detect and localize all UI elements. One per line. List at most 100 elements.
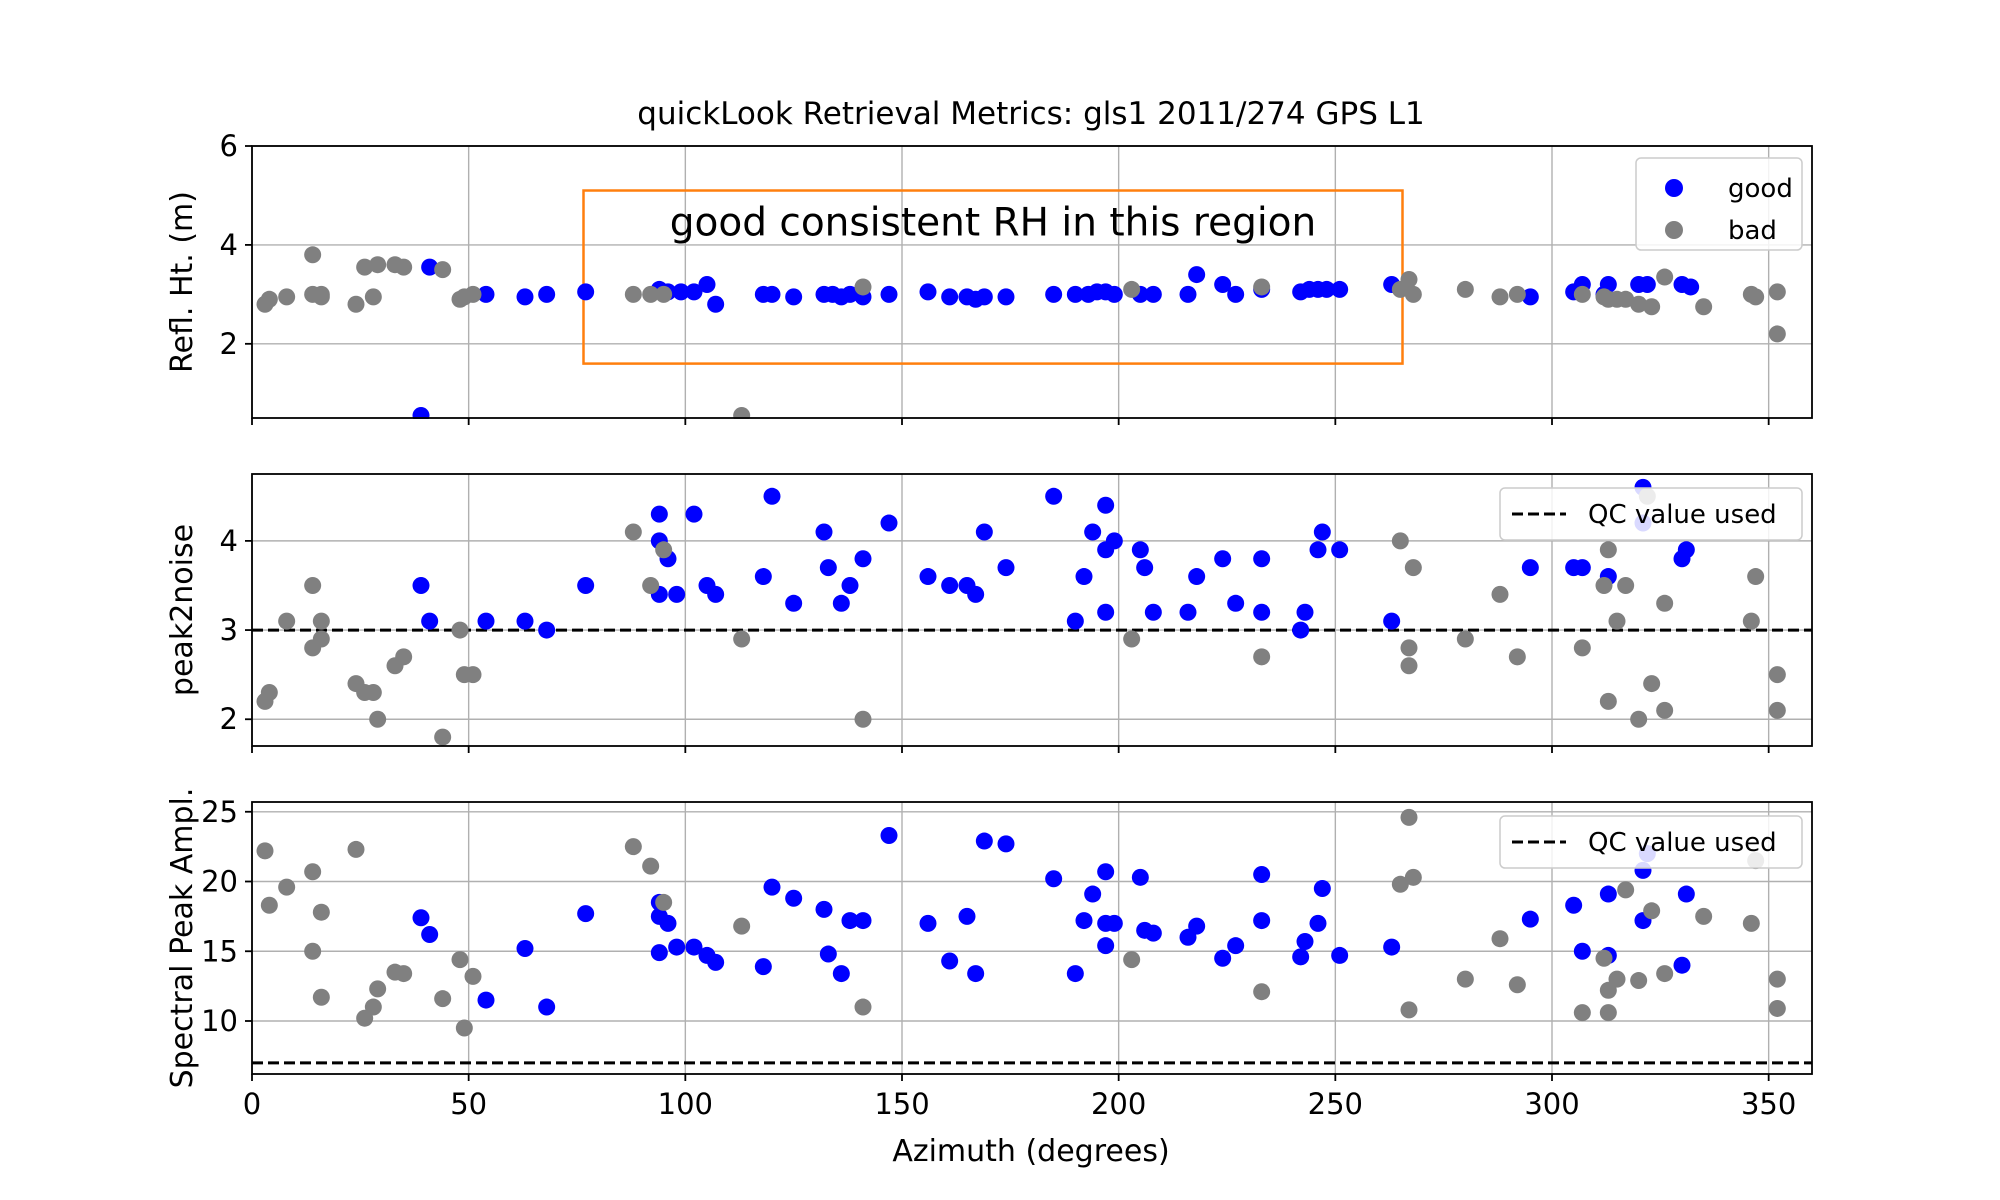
point-bad xyxy=(1768,325,1786,343)
point-bad xyxy=(1491,930,1509,948)
point-good xyxy=(1565,896,1583,914)
y-tick-label: 25 xyxy=(201,795,238,829)
point-bad xyxy=(347,295,365,313)
point-bad xyxy=(455,1019,473,1037)
point-bad xyxy=(1656,268,1674,286)
point-bad xyxy=(1630,295,1648,313)
point-good xyxy=(841,285,859,303)
point-good xyxy=(421,926,439,944)
point-bad xyxy=(304,576,322,594)
point-good xyxy=(1673,956,1691,974)
point-good xyxy=(1227,285,1245,303)
point-good xyxy=(1045,487,1063,505)
point-bad xyxy=(1508,285,1526,303)
x-tick-label: 100 xyxy=(658,1087,713,1121)
point-bad xyxy=(304,942,322,960)
point-good xyxy=(1318,280,1336,298)
point-good xyxy=(1253,912,1271,930)
point-good xyxy=(668,938,686,956)
point-bad xyxy=(312,612,330,630)
point-bad xyxy=(1630,972,1648,990)
points-group xyxy=(256,246,1786,419)
point-bad xyxy=(642,857,660,875)
point-bad xyxy=(1573,1004,1591,1022)
point-bad xyxy=(312,903,330,921)
point-bad xyxy=(260,290,278,308)
point-good xyxy=(1309,541,1327,559)
point-bad xyxy=(369,710,387,728)
legend-box xyxy=(1499,487,1803,541)
point-good xyxy=(1383,938,1401,956)
point-good xyxy=(1045,870,1063,888)
axes-frame xyxy=(251,473,1813,747)
point-good xyxy=(754,568,772,586)
point-bad xyxy=(1400,1001,1418,1019)
point-good xyxy=(1097,937,1115,955)
point-good xyxy=(841,576,859,594)
point-good xyxy=(538,998,556,1016)
y-tick-label: 20 xyxy=(201,865,238,899)
point-bad xyxy=(1595,949,1613,967)
point-bad xyxy=(1404,868,1422,886)
point-good xyxy=(1331,541,1349,559)
point-bad xyxy=(1608,612,1626,630)
point-bad xyxy=(1123,951,1141,969)
point-bad xyxy=(642,576,660,594)
point-good xyxy=(1075,568,1093,586)
legend-label-bad: bad xyxy=(1728,216,1777,246)
point-bad xyxy=(1595,576,1613,594)
panel-2: 2 3 4 peak2noise QC value used xyxy=(165,473,1813,753)
y-tick-label: 4 xyxy=(220,524,238,558)
point-good xyxy=(1292,621,1310,639)
point-good xyxy=(967,585,985,603)
point-good xyxy=(785,889,803,907)
point-good xyxy=(1097,863,1115,881)
point-good xyxy=(650,505,668,523)
point-good xyxy=(1066,965,1084,983)
point-bad xyxy=(451,951,469,969)
point-bad xyxy=(369,256,387,274)
point-good xyxy=(1084,885,1102,903)
point-bad xyxy=(312,988,330,1006)
point-good xyxy=(919,568,937,586)
point-bad xyxy=(1404,559,1422,577)
point-bad xyxy=(1742,914,1760,932)
point-bad xyxy=(347,840,365,858)
point-bad xyxy=(395,648,413,666)
point-bad xyxy=(1508,976,1526,994)
y-tick-label: 4 xyxy=(220,228,238,262)
point-bad xyxy=(369,980,387,998)
point-good xyxy=(1313,879,1331,897)
point-bad xyxy=(854,710,872,728)
point-good xyxy=(1045,285,1063,303)
point-good xyxy=(1214,275,1232,293)
point-good xyxy=(832,965,850,983)
point-bad xyxy=(1573,639,1591,657)
point-bad xyxy=(854,998,872,1016)
point-bad xyxy=(434,261,452,279)
point-good xyxy=(997,288,1015,306)
point-bad xyxy=(278,612,296,630)
point-bad xyxy=(1491,288,1509,306)
point-bad xyxy=(1617,290,1635,308)
point-good xyxy=(880,285,898,303)
point-good xyxy=(516,939,534,957)
legend-marker-good xyxy=(1665,179,1683,197)
point-bad xyxy=(1253,648,1271,666)
point-good xyxy=(1292,948,1310,966)
point-bad xyxy=(1400,639,1418,657)
point-good xyxy=(941,576,959,594)
point-bad xyxy=(1508,648,1526,666)
y-tick-label: 10 xyxy=(201,1004,238,1038)
point-bad xyxy=(1599,541,1617,559)
point-good xyxy=(880,826,898,844)
point-bad xyxy=(1617,576,1635,594)
point-good xyxy=(1144,285,1162,303)
point-good xyxy=(975,832,993,850)
x-tick-label: 150 xyxy=(874,1087,929,1121)
point-good xyxy=(477,285,495,303)
point-bad xyxy=(1404,285,1422,303)
x-tick-label: 0 xyxy=(243,1087,261,1121)
point-good xyxy=(421,612,439,630)
